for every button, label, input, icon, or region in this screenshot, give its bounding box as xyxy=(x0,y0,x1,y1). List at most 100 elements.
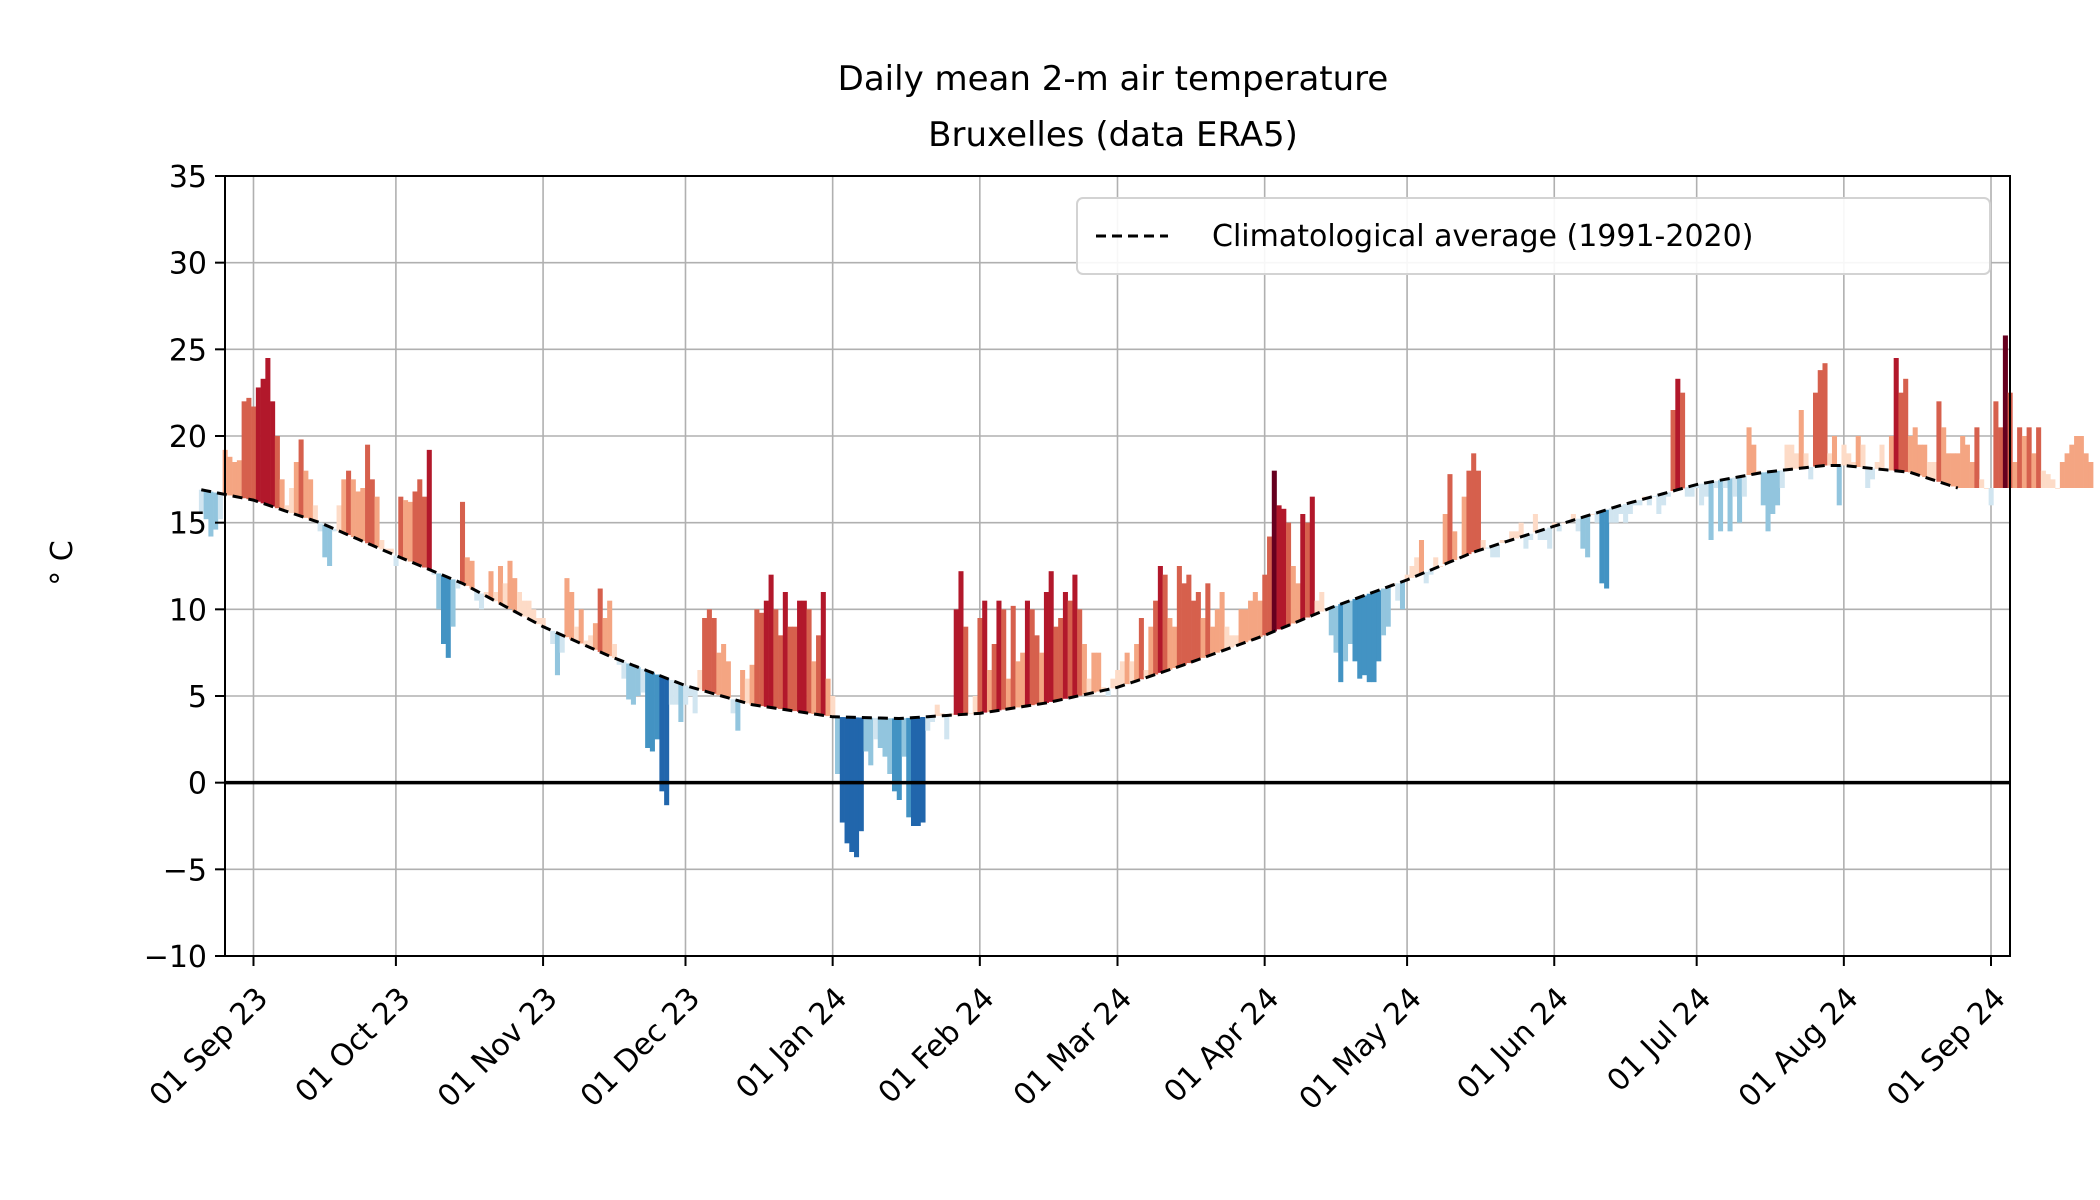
temperature-bar xyxy=(1077,609,1083,696)
temperature-bar xyxy=(654,674,660,740)
temperature-bar xyxy=(934,704,940,717)
temperature-bar xyxy=(1490,546,1496,558)
temperature-bar xyxy=(2069,444,2075,488)
temperature-bar xyxy=(1162,574,1168,672)
temperature-bar xyxy=(858,717,864,832)
temperature-bar xyxy=(768,574,774,708)
temperature-bar xyxy=(967,713,974,715)
temperature-bar xyxy=(1271,470,1277,632)
temperature-bar xyxy=(564,578,570,638)
y-tick-label: 10 xyxy=(169,593,207,628)
temperature-bar xyxy=(1623,504,1629,523)
temperature-bar xyxy=(2021,436,2027,488)
temperature-bar xyxy=(1176,566,1182,667)
temperature-bar xyxy=(1248,600,1254,641)
temperature-bar xyxy=(1281,508,1287,628)
temperature-bar xyxy=(920,717,926,823)
temperature-bar xyxy=(379,540,385,550)
temperature-bar xyxy=(1637,500,1643,506)
temperature-bar xyxy=(792,626,798,712)
temperature-bar xyxy=(1005,678,1011,709)
temperature-bar xyxy=(535,618,541,625)
y-tick-label: 0 xyxy=(188,767,207,802)
temperature-bar xyxy=(673,681,679,705)
temperature-bar xyxy=(1024,600,1030,706)
temperature-bar xyxy=(1314,600,1320,614)
temperature-bar xyxy=(436,573,442,610)
x-tick-label: 01 Jul 24 xyxy=(1601,981,1719,1099)
temperature-bar xyxy=(1718,480,1724,532)
temperature-bar xyxy=(2036,427,2042,488)
temperature-bar xyxy=(877,718,883,748)
temperature-bar xyxy=(1513,531,1519,539)
temperature-bar xyxy=(540,618,546,627)
temperature-bar xyxy=(1267,536,1273,634)
temperature-bar xyxy=(953,609,959,715)
temperature-bar xyxy=(1589,514,1595,515)
temperature-bar xyxy=(687,686,693,696)
temperature-bar xyxy=(1257,600,1263,638)
temperature-bar xyxy=(659,676,665,792)
temperature-bar xyxy=(355,491,361,540)
x-axis-ticks: 01 Sep 23 01 Oct 23 01 Nov 23 01 Dec 23 01 J… xyxy=(143,956,2013,1117)
temperature-bar xyxy=(1703,482,1709,497)
temperature-bar xyxy=(2064,453,2070,488)
temperature-bar xyxy=(1243,609,1249,643)
temperature-bar xyxy=(1613,506,1619,523)
temperature-bar xyxy=(1423,571,1429,584)
temperature-bar xyxy=(260,378,266,504)
temperature-bar xyxy=(830,696,836,717)
y-tick-label: −10 xyxy=(144,940,207,975)
temperature-bar xyxy=(493,592,499,602)
temperature-bar xyxy=(1039,652,1045,704)
temperature-bar xyxy=(1737,476,1743,523)
temperature-bar xyxy=(602,618,608,655)
temperature-bar xyxy=(1295,583,1301,622)
temperature-bar xyxy=(1907,436,1913,473)
temperature-bar xyxy=(1931,462,1937,481)
temperature-bar xyxy=(1661,493,1667,506)
temperature-bar xyxy=(583,640,589,646)
temperature-bar xyxy=(1798,410,1804,469)
temperature-bar xyxy=(1727,478,1733,532)
temperature-bar xyxy=(1096,652,1102,692)
temperature-bar xyxy=(716,652,722,696)
temperature-bar xyxy=(217,493,223,520)
temperature-bar xyxy=(1632,501,1638,506)
temperature-bar xyxy=(1523,535,1529,549)
temperature-bar xyxy=(977,618,983,714)
temperature-bar xyxy=(1979,479,1985,488)
temperature-bar xyxy=(1722,479,1728,488)
temperature-bar xyxy=(1442,514,1448,565)
temperature-bar xyxy=(697,670,703,690)
temperature-bar xyxy=(1850,462,1857,467)
temperature-bar xyxy=(1010,605,1016,709)
temperature-bar xyxy=(1385,586,1391,627)
temperature-bar xyxy=(388,548,394,554)
temperature-bar xyxy=(308,479,314,520)
temperature-bar xyxy=(303,470,309,518)
legend: Climatological average (1991-2020) xyxy=(1076,197,1991,275)
temperature-bar xyxy=(483,592,489,597)
x-tick-label: 01 Sep 23 xyxy=(143,981,275,1113)
temperature-bar xyxy=(588,635,594,648)
temperature-bar xyxy=(740,670,746,702)
temperature-bar xyxy=(1219,592,1225,651)
temperature-bar xyxy=(1110,678,1116,689)
temperature-bar xyxy=(1001,609,1007,710)
temperature-bar xyxy=(236,460,242,498)
temperature-bar xyxy=(668,680,674,705)
y-tick-label: 20 xyxy=(169,420,207,455)
temperature-bar xyxy=(512,578,518,612)
temperature-bar xyxy=(1898,392,1904,472)
temperature-bar xyxy=(1238,609,1244,644)
temperature-bar xyxy=(331,528,337,532)
temperature-bar xyxy=(1153,600,1159,675)
daily-temperature-bars xyxy=(198,335,2094,858)
temperature-bar xyxy=(754,609,760,706)
temperature-bar xyxy=(901,718,907,757)
temperature-bar xyxy=(360,488,366,542)
temperature-bar xyxy=(1466,470,1472,555)
temperature-bar xyxy=(1252,592,1258,639)
temperature-bar xyxy=(1888,436,1894,471)
